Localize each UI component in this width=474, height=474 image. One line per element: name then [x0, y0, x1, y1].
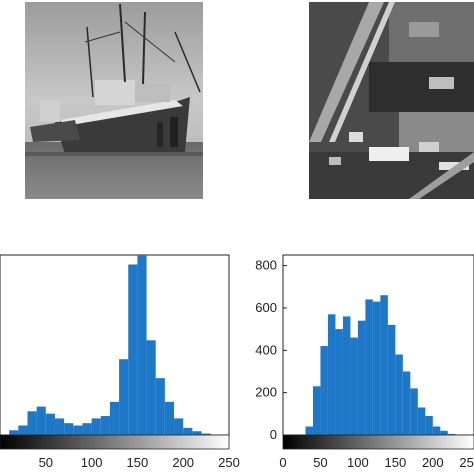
histogram-bar	[174, 418, 184, 435]
x-tick-label: 250	[459, 455, 474, 470]
histogram-bar	[357, 320, 366, 435]
histogram-bar	[27, 411, 37, 435]
x-tick-label: 200	[172, 455, 194, 470]
histogram-bar	[305, 426, 313, 435]
histogram-bar	[380, 295, 388, 435]
histogram-right-svg: 0 200 400 600 800 0 50 100 150 200 250	[255, 254, 474, 470]
histogram-bar	[335, 329, 343, 435]
histogram-bar	[119, 359, 129, 435]
colorbar	[0, 434, 230, 450]
histogram-bar	[54, 418, 65, 435]
histogram-bar	[45, 413, 55, 435]
histogram-bar	[100, 416, 110, 435]
histogram-bar	[91, 418, 101, 435]
x-tick-label: 200	[422, 455, 444, 470]
histogram-bar	[164, 401, 175, 435]
y-tick-label: 400	[255, 342, 277, 357]
colorbar	[282, 434, 474, 450]
histogram-bar	[387, 324, 396, 435]
x-tick-label: 100	[81, 455, 103, 470]
histogram-bar	[365, 299, 373, 435]
histogram-bar	[36, 406, 46, 435]
histogram-bar	[320, 346, 328, 435]
histogram-bar	[64, 423, 74, 435]
histogram-bar	[402, 371, 411, 435]
histogram-bar	[327, 314, 336, 435]
y-tick-label: 0	[270, 427, 277, 442]
histogram-bar	[201, 433, 211, 435]
y-tick-label: 600	[255, 300, 277, 315]
histogram-bar	[146, 340, 156, 435]
x-tick-label: 150	[385, 455, 407, 470]
histogram-bar	[155, 378, 165, 435]
histogram-left-bars	[9, 255, 211, 435]
histogram-bar	[350, 337, 358, 435]
histogram-bar	[432, 426, 441, 435]
histogram-bar	[395, 354, 403, 435]
histogram-bar	[82, 423, 92, 435]
histogram-bar	[425, 415, 433, 435]
histogram-bar	[410, 388, 418, 435]
histogram-bar	[128, 264, 138, 435]
histogram-bar	[342, 316, 351, 435]
x-tick-label: 150	[127, 455, 149, 470]
x-tick-label: 50	[313, 455, 327, 470]
histogram-bar	[73, 425, 83, 435]
histogram-bar	[440, 430, 448, 435]
x-tick-label: 250	[218, 455, 240, 470]
y-tick-label: 200	[255, 385, 277, 400]
x-tick-label: 50	[39, 455, 53, 470]
histogram-left-svg: 50 100 150 200 250	[0, 254, 240, 470]
histogram-bar	[417, 407, 426, 435]
aerial-photo	[309, 2, 474, 199]
histogram-bar	[18, 425, 28, 435]
x-tick-label: 100	[347, 455, 369, 470]
histogram-right: 0 200 400 600 800 0 50 100 150 200 250	[240, 250, 474, 474]
histogram-bar	[9, 430, 19, 435]
histogram-bar	[447, 433, 456, 435]
histogram-bar	[312, 386, 321, 435]
histogram-bar	[192, 431, 202, 435]
histogram-bar	[137, 255, 147, 435]
y-tick-label: 800	[255, 258, 277, 273]
histogram-left: 50 100 150 200 250	[0, 250, 240, 474]
histogram-bar	[109, 401, 120, 435]
histogram-bar	[372, 301, 381, 435]
boats-photo	[25, 2, 203, 199]
histogram-bar	[183, 427, 193, 435]
histogram-right-bars	[305, 295, 456, 435]
x-tick-label: 0	[279, 455, 286, 470]
